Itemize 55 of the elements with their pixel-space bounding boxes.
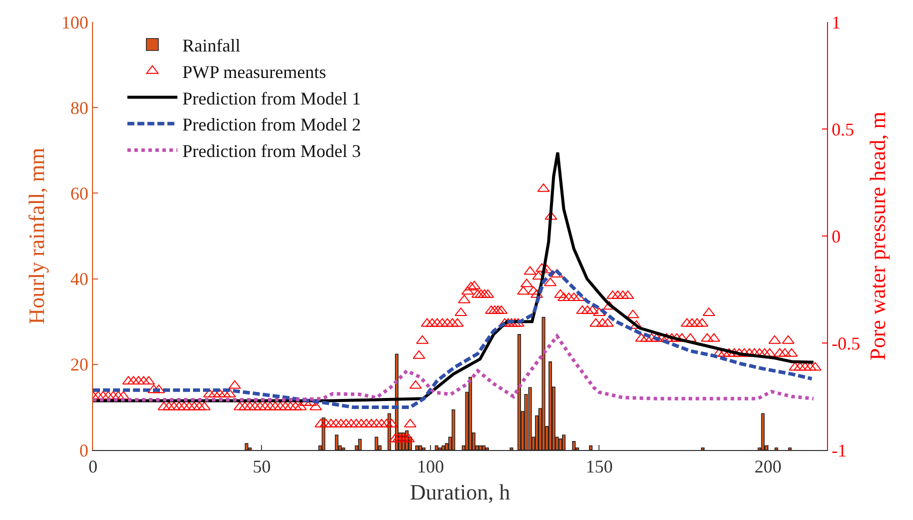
x-axis-title: Duration, h xyxy=(410,480,510,504)
bar xyxy=(334,434,338,450)
y-axis-title: Hourly rainfall, mm xyxy=(24,148,50,324)
bar xyxy=(418,445,422,450)
bar xyxy=(468,376,472,450)
bar xyxy=(374,436,378,450)
bar xyxy=(478,445,482,450)
y-tick-label: 80 xyxy=(70,98,88,118)
x-tick-label: 50 xyxy=(252,456,271,477)
bar xyxy=(774,447,778,450)
bar xyxy=(542,316,546,450)
bar xyxy=(788,447,792,450)
y2-tick-label: -0.5 xyxy=(832,333,860,354)
line-series xyxy=(93,268,814,409)
bar xyxy=(701,447,705,450)
bar xyxy=(510,447,514,450)
bar xyxy=(528,387,532,450)
y2-tick-label: 0 xyxy=(832,226,841,246)
x-tick-label: 100 xyxy=(416,456,444,477)
y-tick-label: 20 xyxy=(70,354,88,375)
bar xyxy=(358,438,362,450)
y2-tick-label: 0.5 xyxy=(832,119,854,140)
bar xyxy=(485,447,489,450)
bar xyxy=(562,434,566,450)
bar xyxy=(342,447,346,450)
legend-label: Prediction from Model 1 xyxy=(182,88,361,108)
bar xyxy=(589,445,593,450)
bar xyxy=(415,445,419,450)
bar xyxy=(517,334,521,450)
y-tick-label: 40 xyxy=(70,269,88,290)
bar xyxy=(438,447,442,450)
y2-axis-title: Pore water pressure head, m xyxy=(865,112,890,360)
y2-tick-label: -1 xyxy=(832,440,847,460)
bar xyxy=(761,413,765,450)
bar xyxy=(244,443,248,450)
bar xyxy=(442,445,446,450)
legend-label: PWP measurements xyxy=(182,62,326,82)
bar xyxy=(422,447,426,450)
legend-label: Prediction from Model 3 xyxy=(182,141,361,162)
bar xyxy=(482,445,486,450)
bar xyxy=(434,445,438,450)
bar xyxy=(452,409,456,450)
bar xyxy=(248,447,252,450)
legend-label: Rainfall xyxy=(182,36,240,56)
y-tick-label: 0 xyxy=(79,440,88,460)
bar xyxy=(548,361,552,450)
bar xyxy=(558,438,562,450)
x-tick-label: 200 xyxy=(754,456,782,477)
bar xyxy=(572,441,576,450)
x-tick-label: 150 xyxy=(586,456,613,477)
y2-tick-label: 1 xyxy=(832,12,841,32)
legend-label: Prediction from Model 2 xyxy=(182,114,361,135)
y-tick-label: 100 xyxy=(61,12,88,32)
y-tick-label: 60 xyxy=(70,184,88,204)
line-series xyxy=(93,334,816,402)
